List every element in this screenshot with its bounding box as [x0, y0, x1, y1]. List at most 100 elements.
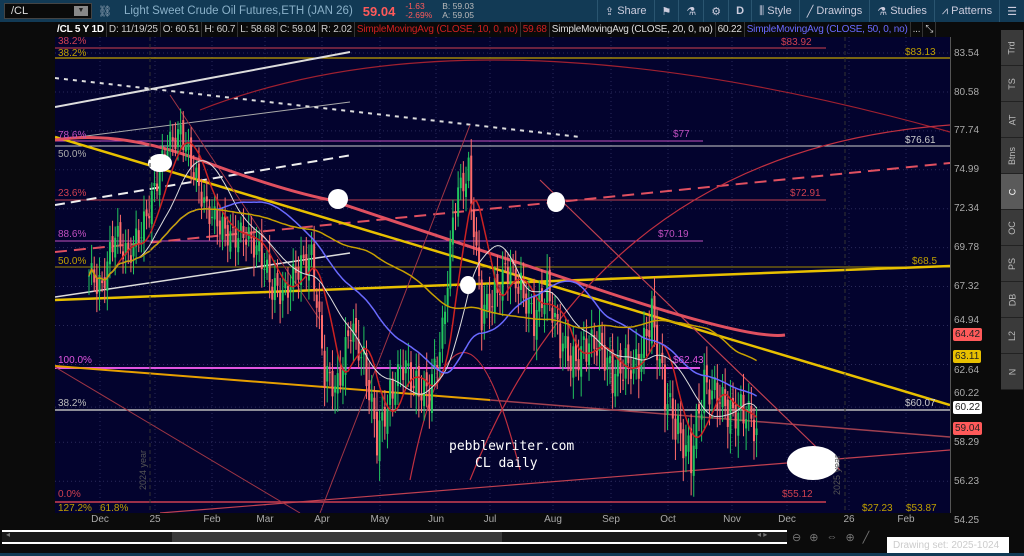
candle-body[interactable] — [582, 336, 585, 340]
candle-body[interactable] — [347, 330, 350, 337]
candle-body[interactable] — [677, 415, 680, 435]
candle-body[interactable] — [433, 358, 436, 368]
candle-body[interactable] — [182, 120, 185, 151]
candle-body[interactable] — [323, 350, 326, 389]
candle-body[interactable] — [603, 345, 606, 371]
candle-body[interactable] — [286, 285, 289, 298]
trendline-dashed-red[interactable] — [55, 162, 950, 253]
candle-body[interactable] — [114, 237, 117, 258]
candle-body[interactable] — [373, 397, 376, 420]
candle-body[interactable] — [645, 329, 648, 336]
candle-body[interactable] — [404, 360, 407, 374]
candle-body[interactable] — [708, 389, 711, 405]
candle-body[interactable] — [509, 267, 512, 286]
candle-body[interactable] — [611, 349, 614, 394]
horizontal-scrollbar[interactable]: ◂ ◂ ▸ — [2, 530, 787, 544]
candle-body[interactable] — [501, 269, 504, 301]
candle-body[interactable] — [752, 419, 755, 442]
candle-body[interactable] — [200, 191, 203, 207]
candle-body[interactable] — [169, 131, 172, 147]
candle-body[interactable] — [464, 183, 467, 197]
scroll-left-icon[interactable]: ◂ — [6, 530, 11, 539]
drawings-button[interactable]: ╱ Drawings — [798, 0, 870, 22]
chevron-down-icon[interactable]: ▼ — [74, 6, 88, 16]
candle-body[interactable] — [370, 393, 373, 402]
candle-body[interactable] — [470, 155, 473, 204]
candle-body[interactable] — [229, 231, 232, 252]
candle-body[interactable] — [111, 236, 114, 253]
candle-body[interactable] — [132, 243, 135, 257]
candle-body[interactable] — [629, 370, 632, 379]
candle-body[interactable] — [341, 369, 344, 386]
candle-body[interactable] — [93, 269, 96, 283]
candle-body[interactable] — [624, 348, 627, 379]
candle-body[interactable] — [315, 294, 318, 308]
candle-body[interactable] — [595, 348, 598, 356]
candle-body[interactable] — [697, 404, 700, 414]
candle-body[interactable] — [745, 419, 748, 429]
candle-body[interactable] — [737, 412, 740, 436]
candle-body[interactable] — [116, 225, 119, 237]
candle-body[interactable] — [593, 334, 596, 349]
highlight-ellipse[interactable] — [787, 446, 839, 480]
candle-body[interactable] — [695, 411, 698, 450]
link-icon[interactable]: ⛓ — [98, 5, 112, 18]
settings-button[interactable]: ⚙ — [703, 0, 728, 22]
candle-body[interactable] — [533, 296, 536, 336]
candle-body[interactable] — [454, 211, 457, 213]
candle-body[interactable] — [378, 420, 381, 461]
studies-button[interactable]: ⚗ Studies — [869, 0, 934, 22]
candle-body[interactable] — [627, 344, 630, 364]
highlight-ellipse[interactable] — [547, 192, 565, 212]
candle-body[interactable] — [375, 411, 378, 456]
trendline-dotted[interactable] — [55, 77, 581, 138]
candle-body[interactable] — [208, 206, 211, 224]
diagonal-red-1[interactable] — [55, 366, 301, 513]
candle-body[interactable] — [106, 261, 109, 291]
candle-body[interactable] — [480, 279, 483, 331]
highlight-ellipse[interactable] — [148, 154, 172, 172]
candle-body[interactable] — [237, 238, 240, 253]
candle-body[interactable] — [428, 389, 431, 411]
candle-body[interactable] — [635, 349, 638, 360]
candle-body[interactable] — [318, 301, 321, 312]
candle-body[interactable] — [399, 365, 402, 367]
candle-body[interactable] — [478, 247, 481, 277]
candle-body[interactable] — [300, 255, 303, 285]
candle-body[interactable] — [444, 311, 447, 325]
arc-upper[interactable] — [199, 59, 950, 133]
candle-body[interactable] — [305, 254, 308, 275]
candle-body[interactable] — [538, 293, 541, 312]
candle-body[interactable] — [446, 287, 449, 307]
trendline-white-thin[interactable] — [55, 101, 351, 141]
candle-body[interactable] — [326, 365, 329, 382]
candle-body[interactable] — [703, 369, 706, 414]
candle-body[interactable] — [423, 379, 426, 407]
candle-body[interactable] — [415, 370, 418, 396]
candle-body[interactable] — [525, 293, 528, 314]
candle-body[interactable] — [292, 264, 295, 289]
candle-body[interactable] — [546, 272, 549, 303]
candle-body[interactable] — [506, 266, 509, 284]
candle-body[interactable] — [156, 183, 159, 192]
alert-button[interactable]: ⚑ — [653, 0, 679, 22]
candle-body[interactable] — [590, 329, 593, 337]
candle-body[interactable] — [310, 244, 313, 255]
candle-body[interactable] — [148, 213, 151, 219]
candle-body[interactable] — [95, 278, 98, 294]
price-axis[interactable]: 83.54 80.58 77.74 74.99 72.34 69.78 67.32 64.94… — [950, 37, 1000, 526]
candle-body[interactable] — [684, 445, 687, 457]
candle-body[interactable] — [297, 266, 300, 280]
sidebar-tab-at[interactable]: AT — [1001, 102, 1023, 138]
candle-body[interactable] — [357, 339, 360, 361]
menu-button[interactable]: ☰ — [999, 0, 1024, 22]
candle-body[interactable] — [491, 306, 494, 308]
candle-body[interactable] — [739, 394, 742, 407]
candle-body[interactable] — [135, 228, 138, 247]
highlight-ellipse[interactable] — [328, 189, 348, 209]
candle-body[interactable] — [410, 362, 413, 391]
candle-body[interactable] — [166, 151, 169, 161]
candle-body[interactable] — [716, 382, 719, 410]
candle-body[interactable] — [734, 404, 737, 429]
candle-body[interactable] — [313, 243, 316, 290]
